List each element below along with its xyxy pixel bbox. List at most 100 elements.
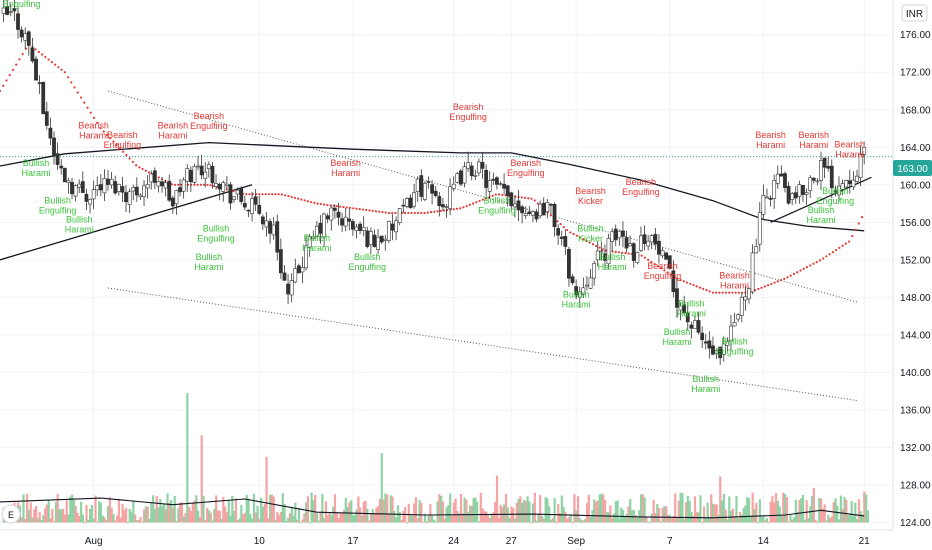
volume-bar: [297, 507, 301, 523]
candle-body: [498, 183, 503, 185]
volume-bar: [800, 498, 803, 523]
volume-bar: [549, 519, 553, 523]
candle-body: [134, 186, 139, 196]
volume-bar: [540, 516, 544, 523]
volume-bar: [195, 495, 198, 523]
volume-bar: [517, 498, 520, 523]
candle-body: [466, 162, 471, 169]
volume-bar: [724, 509, 727, 523]
trend-dot: [796, 271, 799, 274]
volume-bar: [63, 514, 67, 523]
volume-bar: [494, 501, 497, 523]
volume-bar: [661, 507, 664, 523]
trend-dot: [112, 140, 115, 143]
trend-dot: [105, 133, 109, 136]
pattern-label: Bullish Kicker: [577, 224, 604, 244]
volume-bar: [249, 514, 252, 523]
volume-bar: [497, 517, 500, 523]
candle-body: [689, 324, 694, 329]
volume-bar: [173, 496, 176, 523]
y-tick-label: 128.00: [900, 480, 931, 491]
volume-bar: [846, 515, 850, 523]
trend-dot: [316, 202, 319, 205]
candle-body: [19, 29, 24, 38]
volume-bar: [620, 507, 623, 523]
volume-bar: [760, 516, 763, 523]
candle-body: [495, 177, 499, 185]
volume-bar: [684, 502, 688, 523]
trend-dot: [413, 211, 416, 215]
volume-bar: [53, 521, 56, 523]
pattern-label-line: Bullish: [822, 186, 849, 196]
volume-bar: [281, 493, 284, 523]
volume-bar: [652, 499, 655, 523]
trend-dot: [660, 267, 663, 270]
candle-body: [675, 288, 679, 308]
candle-body: [368, 231, 373, 245]
trend-dot: [705, 289, 708, 292]
pattern-label-line: Harami: [662, 337, 691, 347]
volume-bar: [380, 453, 383, 523]
volume-bar: [110, 507, 113, 523]
candle-body: [440, 204, 445, 208]
trend-dot: [122, 150, 125, 153]
volume-bar: [544, 497, 547, 523]
volume-bar: [234, 498, 238, 523]
volume-bar: [521, 502, 524, 523]
trend-dot: [271, 193, 274, 196]
pattern-label-line: Bearish: [78, 121, 109, 131]
volume-bar: [153, 508, 157, 523]
volume-bar: [60, 509, 63, 523]
volume-bar: [362, 501, 365, 523]
candle-body: [1, 7, 6, 14]
volume-bar: [40, 520, 43, 523]
trend-dot: [588, 241, 591, 244]
volume-bar: [123, 510, 126, 523]
volume-bar: [855, 519, 859, 523]
volume-bar: [184, 513, 187, 523]
volume-bar: [395, 517, 398, 523]
trend-dot: [102, 130, 105, 133]
volume-bar: [171, 507, 175, 523]
candle-body: [109, 178, 114, 186]
volume-bar: [711, 503, 715, 523]
volume-bar: [371, 508, 374, 523]
volume-bar: [238, 518, 241, 523]
trend-dot: [109, 137, 112, 140]
pattern-label-line: Bullish: [678, 299, 705, 309]
volume-bar: [476, 501, 479, 523]
volume-bar: [641, 494, 644, 523]
volume-bar: [44, 508, 47, 523]
volume-bar: [20, 517, 23, 523]
volume-bar: [328, 512, 331, 523]
pattern-label: Bearish Engulfing: [104, 130, 142, 150]
trend-dot: [99, 126, 102, 130]
candle-body: [588, 277, 593, 289]
trend-dot: [73, 86, 76, 89]
pattern-label-line: Bearish: [575, 186, 606, 196]
volume-bar: [278, 515, 281, 523]
volume-bar: [625, 513, 628, 523]
candle-body: [667, 255, 672, 269]
volume-bar: [436, 501, 439, 523]
trend-dot: [394, 211, 397, 215]
volume-bar: [398, 512, 401, 523]
candle-body: [304, 245, 308, 269]
candle-body: [41, 81, 46, 115]
trend-dot: [50, 60, 53, 64]
trend-dot: [763, 285, 766, 288]
volume-bar: [668, 514, 671, 523]
trend-dot: [766, 284, 770, 287]
volume-bar: [36, 517, 40, 523]
volume-bar: [117, 498, 121, 523]
trend-dot: [439, 209, 442, 212]
volume-bar: [801, 494, 805, 523]
volume-bar: [348, 502, 351, 523]
candle-body: [26, 31, 31, 46]
currency-badge[interactable]: INR: [901, 4, 928, 22]
trend-dot: [773, 281, 776, 284]
candle-body: [408, 197, 413, 209]
candle-body: [419, 175, 424, 197]
candle-body: [224, 183, 229, 187]
